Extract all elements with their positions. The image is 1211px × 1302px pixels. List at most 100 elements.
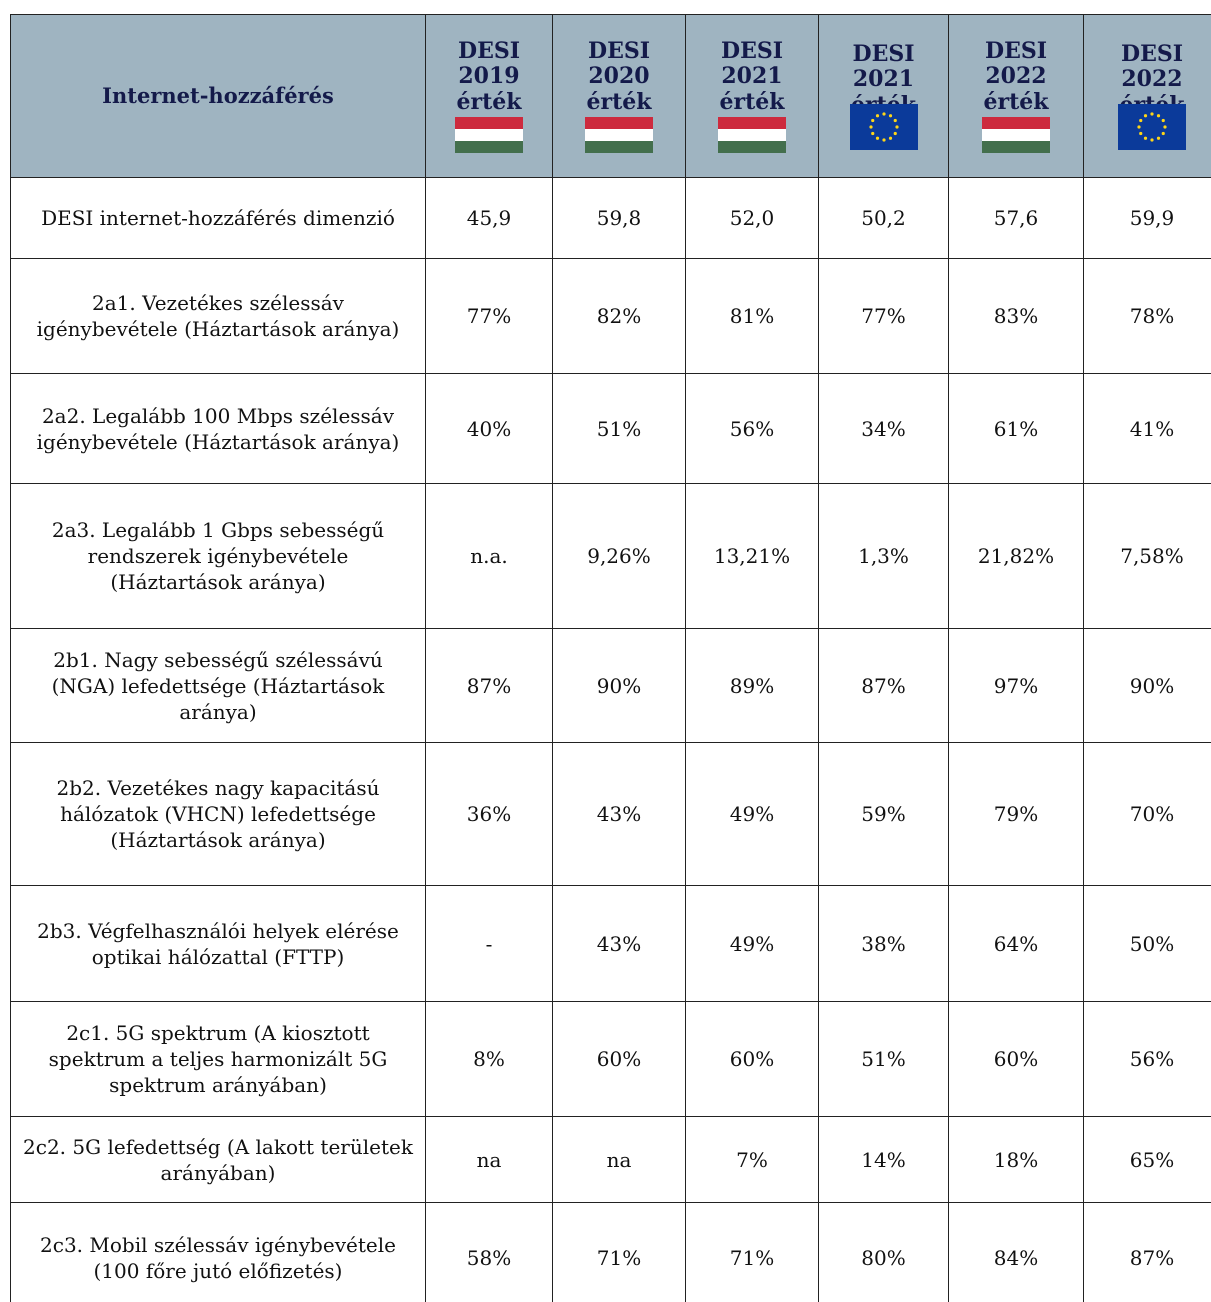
data-table: Internet-hozzáférés DESI 2019 érték DESI 202… bbox=[10, 14, 1211, 1302]
cell-value: 59,8 bbox=[552, 177, 686, 259]
cell-value: 57,6 bbox=[948, 177, 1084, 259]
cell-value: 82% bbox=[552, 258, 686, 374]
cell-value: 70% bbox=[1083, 742, 1211, 886]
row-label: 2c2. 5G lefedettség (A lakott területek … bbox=[10, 1116, 426, 1203]
header-line: 2022 bbox=[1121, 66, 1183, 93]
cell-value: 64% bbox=[948, 885, 1084, 1002]
cell-value: 18% bbox=[948, 1116, 1084, 1203]
cell-value: 89% bbox=[685, 628, 819, 743]
flag bbox=[585, 116, 653, 153]
header-line: 2022 bbox=[985, 63, 1047, 90]
flag bbox=[982, 116, 1050, 153]
header-line: 2021 bbox=[852, 66, 915, 93]
flag-star bbox=[888, 114, 892, 118]
row-label: 2c3. Mobil szélessáv igénybevétele (100 … bbox=[10, 1202, 426, 1302]
table-row: 2c1. 5G spektrum (A kiosztott spektrum a… bbox=[10, 1001, 1211, 1117]
row-label: 2b1. Nagy sebességű szélessávú (NGA) lef… bbox=[10, 628, 426, 743]
header-line: 2019 bbox=[458, 63, 520, 90]
flag-stripe bbox=[585, 128, 653, 141]
flag-stripe bbox=[982, 128, 1050, 141]
flag-stripe bbox=[718, 128, 786, 141]
cell-value: 60% bbox=[685, 1001, 819, 1117]
cell-value: 65% bbox=[1083, 1116, 1211, 1203]
cell-value: 13,21% bbox=[685, 483, 819, 629]
table-row: 2a3. Legalább 1 Gbps sebességű rendszere… bbox=[10, 483, 1211, 629]
table-row: 2b3. Végfelhasználói helyek elérése opti… bbox=[10, 885, 1211, 1002]
header-line: DESI bbox=[852, 41, 915, 68]
flag-star bbox=[1150, 138, 1154, 142]
flag-field bbox=[849, 103, 918, 150]
cell-value: 80% bbox=[818, 1202, 949, 1302]
cell-value: 7% bbox=[685, 1116, 819, 1203]
cell-value: 56% bbox=[1083, 1001, 1211, 1117]
cell-value: 77% bbox=[818, 258, 949, 374]
cell-value: 34% bbox=[818, 373, 949, 484]
table-row: 2a2. Legalább 100 Mbps szélessáv igénybe… bbox=[10, 373, 1211, 484]
cell-value: 51% bbox=[818, 1001, 949, 1117]
cell-value: 49% bbox=[685, 742, 819, 886]
header-line: érték bbox=[586, 88, 652, 115]
cell-value: 90% bbox=[1083, 628, 1211, 743]
cell-value: 79% bbox=[948, 742, 1084, 886]
header-line: DESI bbox=[587, 38, 651, 65]
cell-value: 14% bbox=[818, 1116, 949, 1203]
cell-value: 87% bbox=[425, 628, 553, 743]
cell-value: - bbox=[425, 885, 553, 1002]
flag-star bbox=[1156, 136, 1161, 140]
cell-value: 21,82% bbox=[948, 483, 1084, 629]
row-label: 2b3. Végfelhasználói helyek elérése opti… bbox=[10, 885, 426, 1002]
cell-value: 1,3% bbox=[818, 483, 949, 629]
row-label: 2a2. Legalább 100 Mbps szélessáv igénybe… bbox=[10, 373, 426, 484]
flag-star bbox=[870, 131, 874, 136]
header-line: 2020 bbox=[588, 63, 650, 90]
cell-value: 40% bbox=[425, 373, 553, 484]
flag-stripe bbox=[718, 140, 786, 153]
cell-value: 50,2 bbox=[818, 177, 949, 259]
flag-star bbox=[893, 118, 897, 123]
table-row: 2c3. Mobil szélessáv igénybevétele (100 … bbox=[10, 1202, 1211, 1302]
cell-value: 41% bbox=[1083, 373, 1211, 484]
flag-star bbox=[1139, 131, 1143, 136]
cell-value: 43% bbox=[552, 742, 686, 886]
cell-value: 52,0 bbox=[685, 177, 819, 259]
cell-value: 9,26% bbox=[552, 483, 686, 629]
row-label: DESI internet-hozzáférés dimenzió bbox=[10, 177, 426, 259]
cell-value: 90% bbox=[552, 628, 686, 743]
cell-value: 58% bbox=[425, 1202, 553, 1302]
cell-value: 56% bbox=[685, 373, 819, 484]
cell-value: 51% bbox=[552, 373, 686, 484]
cell-value: 71% bbox=[552, 1202, 686, 1302]
cell-value: 49% bbox=[685, 885, 819, 1002]
row-label: 2c1. 5G spektrum (A kiosztott spektrum a… bbox=[10, 1001, 426, 1117]
flag-star bbox=[875, 136, 879, 140]
cell-value: 87% bbox=[1083, 1202, 1211, 1302]
header-line: DESI bbox=[720, 38, 784, 65]
flag-star bbox=[875, 114, 879, 118]
flag-star bbox=[1156, 114, 1161, 118]
cell-value: 59% bbox=[818, 742, 949, 886]
row-label: 2b2. Vezetékes nagy kapacitású hálózatok… bbox=[10, 742, 426, 886]
flag-stripe bbox=[455, 128, 523, 141]
flag-star bbox=[881, 138, 886, 142]
flag-field bbox=[1118, 103, 1186, 150]
flag bbox=[455, 116, 523, 153]
flag-stripe bbox=[982, 140, 1050, 153]
cell-value: 45,9 bbox=[425, 177, 553, 259]
flag-stripe bbox=[585, 116, 653, 129]
flag-star bbox=[870, 118, 874, 123]
header-line: 2021 bbox=[721, 63, 783, 90]
cell-value: 38% bbox=[818, 885, 949, 1002]
cell-value: 50% bbox=[1083, 885, 1211, 1002]
header-line: érték bbox=[456, 88, 522, 115]
row-label: 2a3. Legalább 1 Gbps sebességű rendszere… bbox=[10, 483, 426, 629]
table-row: 2a1. Vezetékes szélessáv igénybevétele (… bbox=[10, 258, 1211, 374]
header-line: érték bbox=[719, 88, 785, 115]
flag-stripe bbox=[455, 140, 523, 153]
flag bbox=[718, 116, 786, 153]
flag bbox=[849, 103, 918, 150]
cell-value: 77% bbox=[425, 258, 553, 374]
